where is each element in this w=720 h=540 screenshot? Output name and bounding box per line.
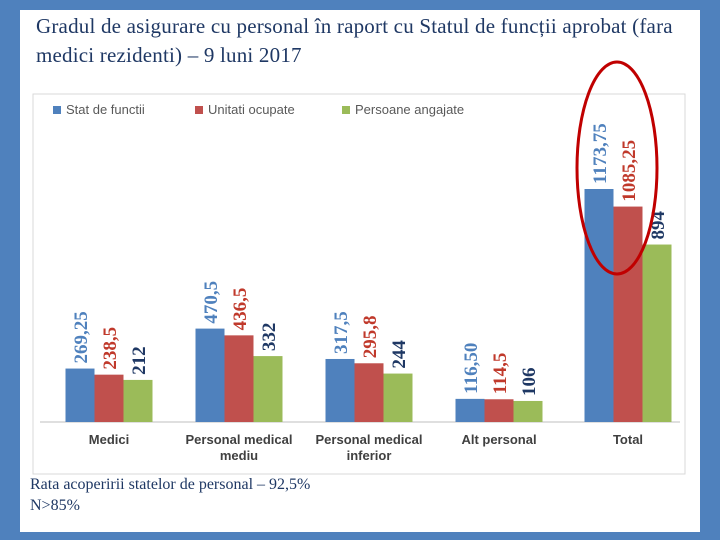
total-highlight-ellipse — [575, 60, 659, 276]
data-label: 1173,75 — [590, 123, 611, 184]
bar — [383, 373, 413, 422]
bar-chart: Stat de functii Unitati ocupate Persoane a… — [32, 60, 686, 475]
legend-label: Persoane angajate — [355, 102, 464, 117]
chart-area-border — [32, 93, 686, 475]
data-label: 212 — [129, 346, 150, 375]
bar — [195, 328, 225, 422]
data-label: 470,5 — [201, 281, 222, 324]
bar — [325, 358, 355, 422]
bar — [123, 379, 153, 422]
category-label: Personal medical — [186, 432, 293, 447]
data-label: 1085,25 — [619, 140, 640, 202]
bar — [65, 368, 95, 422]
threshold-text: N>85% — [30, 497, 80, 514]
data-label: 106 — [519, 367, 540, 396]
chart-bars — [65, 189, 672, 422]
slide: Gradul de asigurare cu personal în rapor… — [20, 10, 700, 532]
legend-label: Unitati ocupate — [208, 102, 295, 117]
legend-swatch — [195, 106, 203, 114]
data-label: 114,5 — [490, 353, 511, 395]
bar — [642, 244, 672, 422]
chart-legend: Stat de functii Unitati ocupate Persoane a… — [53, 102, 464, 117]
data-label: 295,8 — [360, 316, 381, 359]
data-label: 317,5 — [331, 311, 352, 354]
category-label: Alt personal — [461, 432, 536, 447]
bar — [253, 356, 283, 422]
category-label: Medici — [89, 432, 129, 447]
bar — [513, 400, 543, 422]
bar — [94, 374, 124, 422]
chart-value-labels: 269,25 238,5 212 470,5 436,5 332 317,5 295,8 244… — [71, 123, 669, 396]
data-label: 269,25 — [71, 311, 92, 363]
category-label: Total — [613, 432, 643, 447]
legend-label: Stat de functii — [66, 102, 145, 117]
data-label: 436,5 — [230, 288, 251, 331]
bar — [455, 398, 485, 422]
data-label: 238,5 — [100, 327, 121, 370]
coverage-rate-text: Rata acoperirii statelor de personal – 9… — [30, 476, 311, 493]
category-label: inferior — [347, 448, 392, 463]
category-label: Personal medical — [316, 432, 423, 447]
bar — [354, 363, 384, 422]
slide-title: Gradul de asigurare cu personal în rapor… — [36, 14, 673, 67]
footer-note: Rata acoperirii statelor de personal – 9… — [30, 474, 630, 516]
legend-swatch — [53, 106, 61, 114]
bar — [484, 399, 514, 422]
bar — [224, 335, 254, 422]
bar — [584, 189, 614, 422]
data-label: 244 — [389, 340, 410, 369]
category-label: mediu — [220, 448, 258, 463]
legend-swatch — [342, 106, 350, 114]
data-label: 116,50 — [461, 343, 482, 394]
bar — [613, 206, 643, 422]
data-label: 332 — [259, 323, 280, 352]
